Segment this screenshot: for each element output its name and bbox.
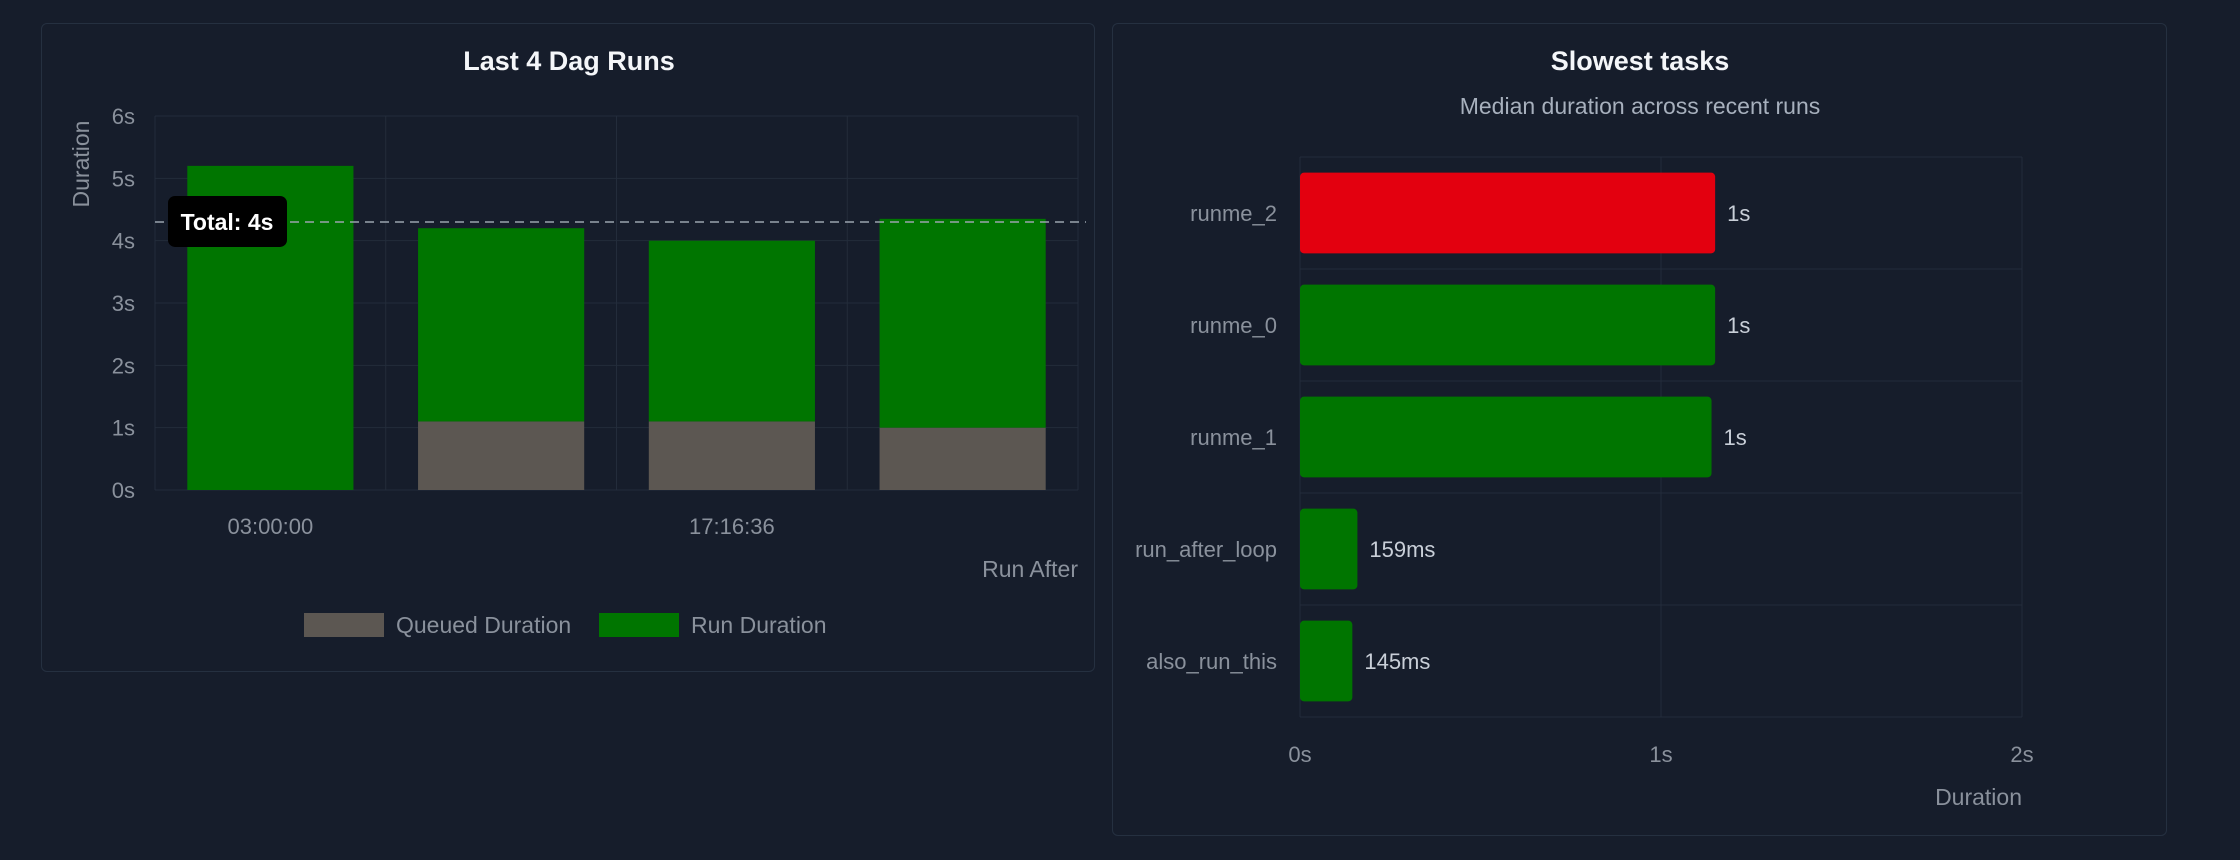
x-tick-label: 2s [2010, 742, 2033, 767]
y-tick-label: 3s [112, 291, 135, 316]
queued-duration-bar[interactable] [648, 421, 815, 490]
legend-run-swatch[interactable] [599, 613, 679, 637]
bar-value-label: 1s [1727, 201, 1750, 226]
dag-runs-card: Last 4 Dag Runs Total: 4s 0s 1s 2s 3s 4s 5s 6s… [41, 23, 1095, 672]
y-tick-label: 6s [112, 104, 135, 129]
slowest-tasks-title: Slowest tasks [1551, 46, 1730, 76]
total-tooltip-label: Total: 4s [181, 209, 274, 235]
y-tick-label: 5s [112, 166, 135, 191]
slowest-tasks-subtitle: Median duration across recent runs [1460, 93, 1821, 119]
slowest-tasks-chart: Slowest tasks Median duration across rec… [1135, 46, 2034, 810]
task-name-label: runme_1 [1190, 425, 1277, 450]
x-tick-label: 1s [1649, 742, 1672, 767]
bar-value-label: 159ms [1369, 537, 1435, 562]
y-tick-label: 1s [112, 416, 135, 441]
y-tick-label: 2s [112, 353, 135, 378]
dag-runs-chart: Last 4 Dag Runs Total: 4s 0s 1s 2s 3s 4s 5s 6s… [68, 46, 1086, 638]
x-tick-label: 0s [1288, 742, 1311, 767]
task-duration-bar[interactable] [1300, 172, 1716, 254]
dag-runs-title: Last 4 Dag Runs [463, 46, 675, 76]
queued-duration-bar[interactable] [879, 427, 1046, 490]
task-name-label: runme_2 [1190, 201, 1277, 226]
task-duration-bar[interactable] [1300, 284, 1716, 366]
run-duration-bar[interactable] [418, 228, 585, 422]
y-tick-label: 4s [112, 229, 135, 254]
x-tick-label: 17:16:36 [689, 514, 775, 539]
run-duration-bar[interactable] [879, 218, 1046, 428]
task-duration-bar[interactable] [1300, 396, 1712, 478]
legend-queued-label: Queued Duration [396, 612, 571, 638]
y-tick-label: 0s [112, 478, 135, 503]
bar-value-label: 1s [1724, 425, 1747, 450]
slowest-tasks-card: Slowest tasks Median duration across rec… [1112, 23, 2167, 836]
x-axis-title: Run After [982, 556, 1078, 582]
run-duration-bar[interactable] [648, 240, 815, 422]
task-name-label: also_run_this [1146, 649, 1277, 674]
legend-queued-swatch[interactable] [304, 613, 384, 637]
task-duration-bar[interactable] [1300, 508, 1358, 590]
y-axis-title: Duration [68, 121, 94, 208]
bar-value-label: 1s [1727, 313, 1750, 338]
x-tick-label: 03:00:00 [228, 514, 314, 539]
task-name-label: run_after_loop [1135, 537, 1277, 562]
x-axis-title: Duration [1935, 784, 2022, 810]
queued-duration-bar[interactable] [418, 421, 585, 490]
task-duration-bar[interactable] [1300, 620, 1353, 702]
bar-value-label: 145ms [1364, 649, 1430, 674]
legend-run-label: Run Duration [691, 612, 827, 638]
task-name-label: runme_0 [1190, 313, 1277, 338]
total-tooltip [168, 195, 287, 247]
